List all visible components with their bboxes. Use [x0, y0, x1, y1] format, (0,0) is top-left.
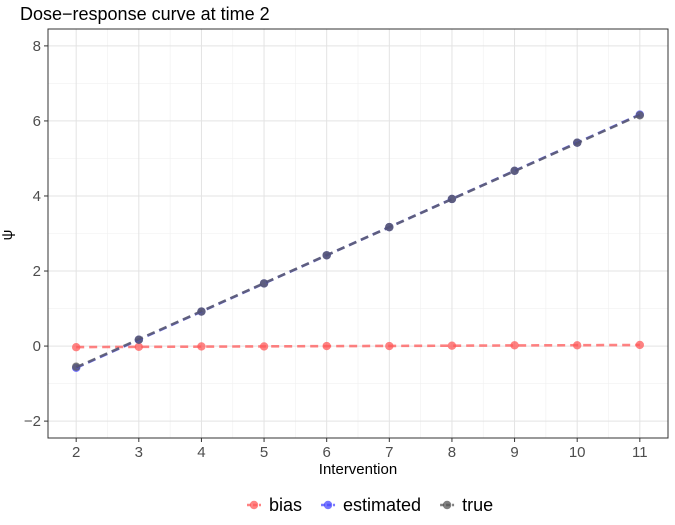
trendline-bias	[76, 343, 640, 349]
x-tick-label: 5	[260, 444, 268, 461]
x-tick-label: 8	[448, 444, 456, 461]
legend-key-point	[323, 500, 333, 510]
point-bias	[447, 341, 457, 350]
point-bias	[197, 342, 206, 351]
y-tick-label: 6	[33, 113, 41, 130]
x-tick-label: 3	[135, 444, 143, 461]
chart-title: Dose−response curve at time 2	[20, 4, 270, 24]
trendline-true	[75, 113, 641, 369]
point-bias	[635, 340, 645, 350]
legend-label-estimated: estimated	[343, 495, 421, 515]
y-tick-label: 0	[33, 338, 41, 355]
legend-label-true: true	[462, 495, 493, 515]
panel-border	[47, 28, 669, 439]
x-tick-label: 10	[569, 444, 586, 461]
y-tick-label: 2	[33, 263, 41, 280]
x-axis-title: Intervention	[319, 461, 397, 478]
legend-label-bias: bias	[269, 495, 302, 515]
x-tick-label: 4	[197, 444, 205, 461]
series-bias	[71, 340, 645, 352]
x-tick-label: 7	[385, 444, 393, 461]
y-axis-title: ψ	[0, 230, 16, 241]
x-tick-label: 11	[632, 444, 648, 461]
y-tick-label: 4	[33, 188, 41, 205]
axes: 2 3 4 5 6 7 8 9 10 11 −2 0 2 4 6 8	[24, 38, 648, 461]
y-tick-label: 8	[33, 38, 41, 55]
point-bias	[134, 342, 144, 352]
legend-item-bias: bias	[247, 495, 302, 515]
legend-key-point	[249, 500, 259, 510]
point-bias	[71, 342, 81, 352]
y-tick-label: −2	[24, 413, 41, 430]
series-layer	[71, 110, 645, 373]
point-bias	[510, 341, 519, 350]
x-tick-label: 2	[72, 444, 80, 461]
x-tick-label: 9	[510, 444, 518, 461]
legend: bias estimated true	[247, 495, 493, 515]
x-tick-label: 6	[323, 444, 331, 461]
legend-key-point	[442, 500, 452, 510]
legend-item-estimated: estimated	[321, 495, 421, 515]
legend-item-true: true	[440, 495, 493, 515]
grid	[48, 29, 668, 438]
